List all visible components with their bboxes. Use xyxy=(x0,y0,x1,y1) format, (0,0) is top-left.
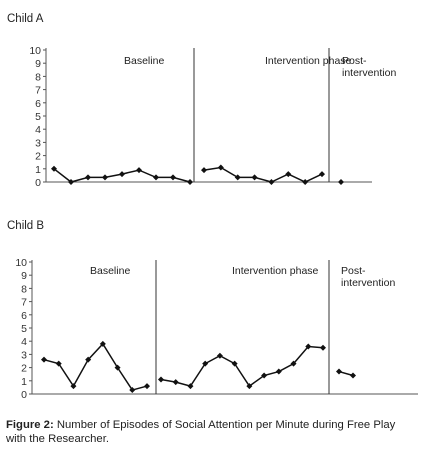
child-b-data-point xyxy=(172,379,179,386)
child-b-data-point xyxy=(129,387,136,394)
child-a-data-point xyxy=(201,167,207,174)
child-a-y-tick-label: 0 xyxy=(35,177,41,189)
child-a-data-point xyxy=(170,174,176,181)
child-a-data-point xyxy=(153,174,159,181)
child-b-data-point xyxy=(305,343,312,350)
child-b-y-tick-label: 0 xyxy=(21,389,27,401)
child-b-data-point xyxy=(320,344,326,351)
child-b-data-point xyxy=(246,383,253,390)
child-b-phase-label: intervention xyxy=(341,277,395,289)
child-b-data-point xyxy=(336,368,342,375)
child-a-y-tick-label: 2 xyxy=(35,151,41,163)
child-a-phase-label: Post- xyxy=(342,55,367,67)
child-a-phase-label: intervention xyxy=(342,67,396,79)
child-b-y-tick-label: 7 xyxy=(21,297,27,309)
child-a-y-tick-label: 8 xyxy=(35,71,41,83)
child-a-y-tick-label: 3 xyxy=(35,137,41,149)
child-a-data-point xyxy=(268,179,275,185)
child-a-phase-label: Intervention phase xyxy=(265,55,352,67)
child-b-y-tick-label: 6 xyxy=(21,310,27,322)
child-b-y-tick-label: 2 xyxy=(21,363,27,375)
child-b-phase-label: Intervention phase xyxy=(232,265,319,277)
child-b-data-point xyxy=(70,383,77,390)
child-a-data-point xyxy=(85,174,91,181)
child-a-data-point xyxy=(338,179,344,185)
child-a-data-point xyxy=(302,179,309,185)
child-b-data-point xyxy=(114,364,121,371)
child-b-phase-label: Baseline xyxy=(90,265,130,277)
child-a-data-point xyxy=(119,171,125,178)
child-b-series-line xyxy=(160,345,324,388)
child-b-series-line xyxy=(43,342,148,391)
child-b-data-point xyxy=(187,383,194,390)
child-a-phase-label: Baseline xyxy=(124,55,164,67)
caption-text: Number of Episodes of Social Attention p… xyxy=(6,419,396,445)
child-b-y-tick-label: 8 xyxy=(21,283,27,295)
child-b-y-tick-label: 4 xyxy=(21,336,27,348)
child-b-phase-label: Post- xyxy=(341,265,366,277)
child-a-y-tick-label: 4 xyxy=(35,124,41,136)
child-a-y-tick-label: 5 xyxy=(35,111,41,123)
child-b-y-tick-label: 10 xyxy=(15,257,27,269)
child-b-data-point xyxy=(202,360,209,367)
child-b-data-point xyxy=(99,340,106,347)
child-b-data-point xyxy=(290,360,297,367)
child-a-data-point xyxy=(136,167,142,174)
child-b-y-tick-label: 1 xyxy=(21,376,27,388)
child-a-y-tick-label: 7 xyxy=(35,85,41,97)
child-b-data-point xyxy=(55,360,62,367)
child-b-data-point xyxy=(144,383,150,390)
child-b-chart-title: Child B xyxy=(7,220,44,232)
child-b-data-point xyxy=(350,372,356,379)
child-b-y-tick-label: 9 xyxy=(21,270,27,282)
child-a-data-point xyxy=(51,165,57,172)
child-b-y-tick-label: 5 xyxy=(21,323,27,335)
child-a-data-point xyxy=(187,179,193,185)
child-a-data-point xyxy=(251,174,258,181)
child-a-data-point xyxy=(319,171,325,178)
child-a-data-point xyxy=(68,179,74,185)
child-b-data-point xyxy=(231,360,238,367)
child-a-data-point xyxy=(285,171,292,178)
child-b-data-point xyxy=(158,376,164,383)
child-a-data-point xyxy=(102,174,108,181)
child-a-series-line xyxy=(203,166,323,183)
child-a-y-tick-label: 10 xyxy=(29,45,41,57)
figure-caption: Figure 2: Number of Episodes of Social A… xyxy=(6,418,418,446)
child-a-y-tick-label: 9 xyxy=(35,58,41,70)
child-b-data-point xyxy=(261,372,268,379)
child-b-y-tick-label: 3 xyxy=(21,349,27,361)
child-b-data-point xyxy=(275,368,282,375)
child-a-y-tick-label: 1 xyxy=(35,164,41,176)
child-b-data-point xyxy=(216,352,223,359)
caption-label: Figure 2: xyxy=(6,419,54,431)
child-a-data-point xyxy=(234,174,241,181)
child-a-data-point xyxy=(217,164,224,171)
child-b-data-point xyxy=(41,356,47,363)
child-a-y-tick-label: 6 xyxy=(35,98,41,110)
child-a-chart-title: Child A xyxy=(7,13,44,25)
child-b-data-point xyxy=(85,356,92,363)
